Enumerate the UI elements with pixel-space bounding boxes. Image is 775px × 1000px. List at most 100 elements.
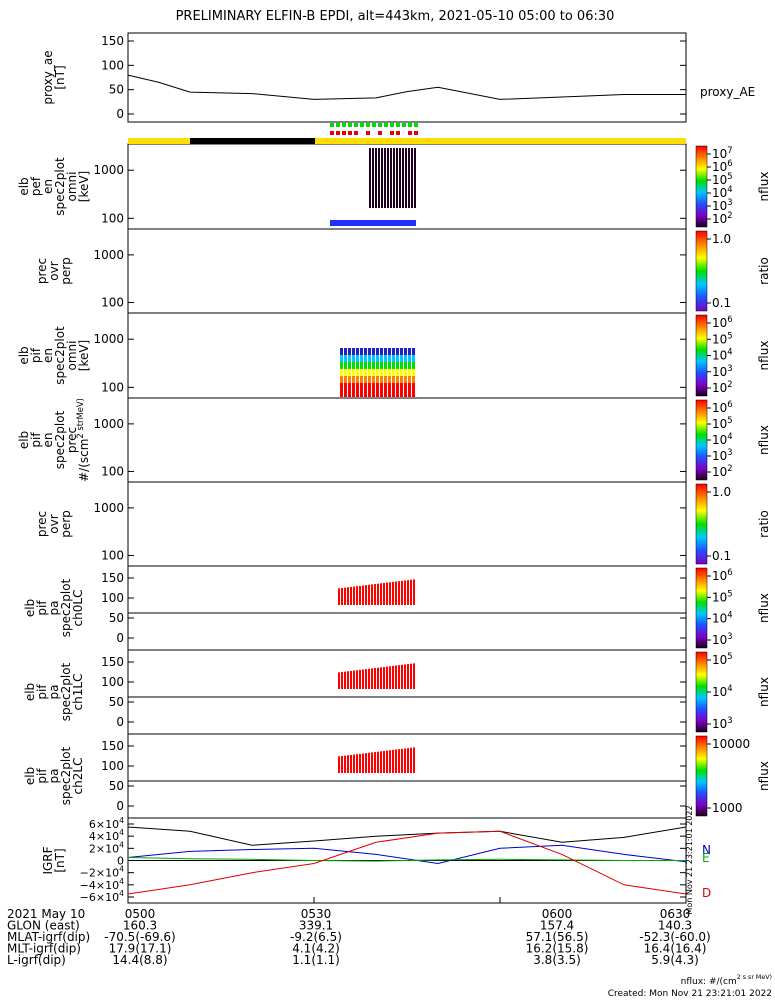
- spectrogram-cell: [356, 369, 359, 376]
- pa-cell: [359, 669, 361, 689]
- spectrogram-cell: [340, 369, 343, 376]
- pa-cell: [344, 671, 346, 689]
- spectrogram-cell: [402, 148, 404, 208]
- footer-value: 0600: [542, 907, 573, 921]
- ylabel-line: [keV]: [77, 340, 91, 371]
- colorbar-tick-label: 0.1: [712, 549, 731, 563]
- spectrogram-cell: [380, 355, 383, 362]
- pa-cell: [410, 579, 412, 605]
- ylabel-line: elb: [17, 346, 31, 364]
- ylabel-line: pif: [29, 347, 43, 363]
- spectrogram-cell: [404, 383, 407, 390]
- ylabel-line: [nT]: [53, 65, 67, 89]
- pa-cell: [374, 668, 376, 689]
- ytick-label: 0: [117, 855, 124, 868]
- spectrogram-cell: [352, 376, 355, 383]
- plot-title: PRELIMINARY ELFIN-B EPDI, alt=443km, 202…: [176, 9, 615, 24]
- igrf-d-line: [127, 830, 687, 895]
- science-zone-marker: [330, 123, 334, 127]
- science-zone-marker: [342, 123, 346, 127]
- ytick-label: 100: [101, 591, 124, 605]
- pa-cell: [392, 581, 394, 605]
- pa-cell: [368, 584, 370, 605]
- ylabel-line: ch2LC: [71, 758, 85, 795]
- colorbar-pa_ch1: 105 104 103 nflux: [695, 651, 771, 733]
- science-zone-marker: [378, 123, 382, 127]
- ylabel-line: pef: [29, 176, 43, 196]
- footer-value: -9.2(6.5): [290, 930, 342, 944]
- pa-cell: [356, 754, 358, 773]
- colorbar-tick-label: 0.1: [712, 296, 731, 310]
- ylabel-line: omni: [65, 341, 79, 371]
- spectrogram-cell: [352, 355, 355, 362]
- spectrogram-cell: [396, 148, 398, 208]
- spectrogram-cell: [396, 348, 399, 355]
- footer-value: 0530: [301, 907, 332, 921]
- pa-cell: [347, 671, 349, 689]
- spectrogram-cell: [368, 355, 371, 362]
- ylabel-line: omni: [65, 172, 79, 202]
- colorbar-tick-label: 106: [712, 314, 733, 330]
- spectrogram-cell: [376, 376, 379, 383]
- pa-cell: [353, 754, 355, 773]
- ylabel-line: elb: [23, 767, 37, 785]
- pa-cell: [398, 749, 400, 773]
- spectrogram-cell: [364, 369, 367, 376]
- ytick-label: 6×104: [89, 816, 124, 831]
- colorbar-gradient: [695, 314, 708, 397]
- spectrogram-cell: [404, 369, 407, 376]
- spectrogram-cell: [356, 362, 359, 369]
- ytick-label: 50: [109, 779, 124, 793]
- footer-value: 160.3: [123, 919, 157, 933]
- spectrogram-cell: [360, 376, 363, 383]
- pa-cell: [377, 583, 379, 605]
- ytick-label: 100: [101, 759, 124, 773]
- spectrogram-cell: [392, 355, 395, 362]
- ylabel-line: pa: [47, 685, 61, 700]
- colorbar-label: nflux: [757, 761, 771, 791]
- colorbar-label: nflux: [757, 341, 771, 371]
- pa-cell: [341, 672, 343, 689]
- ylabel-line: spec2plot: [59, 746, 73, 805]
- spectrogram-cell: [356, 376, 359, 383]
- pa-cell: [362, 585, 364, 605]
- spectrogram-cell: [384, 369, 387, 376]
- pa-cell: [350, 670, 352, 689]
- spectrogram-cell: [400, 383, 403, 390]
- pa-cell: [374, 584, 376, 605]
- ylabel-line: pif: [35, 600, 49, 616]
- pa-cell: [344, 755, 346, 773]
- colorbar-gradient: [695, 145, 708, 228]
- science-zone-marker: [360, 123, 364, 127]
- spectrogram-cell: [372, 390, 375, 397]
- spectrogram-cell: [376, 369, 379, 376]
- spectrogram-cell: [372, 376, 375, 383]
- spectrogram-cell: [364, 355, 367, 362]
- spectrogram-cell: [396, 362, 399, 369]
- spectrogram-cell: [400, 369, 403, 376]
- spectrogram-cell: [375, 148, 377, 208]
- ylabel-line: elb: [23, 599, 37, 617]
- pa-cell: [407, 580, 409, 605]
- spectrogram-cell: [352, 348, 355, 355]
- legend-d: D: [702, 886, 711, 900]
- ylabel-line: pif: [35, 684, 49, 700]
- side-stamp: Mon Nov 21 23:21:01 2022: [685, 805, 694, 914]
- spectrogram-cell: [340, 390, 343, 397]
- pa-cell: [362, 753, 364, 773]
- footer-value: -52.3(-60.0): [639, 930, 710, 944]
- pa-cell: [371, 584, 373, 605]
- spectrogram-cell: [364, 376, 367, 383]
- spectrogram-cell: [352, 362, 355, 369]
- spectrogram-cell: [364, 348, 367, 355]
- footer-value: 5.9(4.3): [651, 953, 699, 967]
- ylabel-line: prec: [35, 511, 49, 537]
- pa-cell: [371, 752, 373, 773]
- colorbar-pa_ch0: 106 105 104 103 nflux: [695, 567, 771, 649]
- science-zone-marker: [366, 123, 370, 127]
- spectrogram-cell: [340, 348, 343, 355]
- footer-value: 17.9(17.1): [109, 942, 172, 956]
- spectrogram-cell: [372, 348, 375, 355]
